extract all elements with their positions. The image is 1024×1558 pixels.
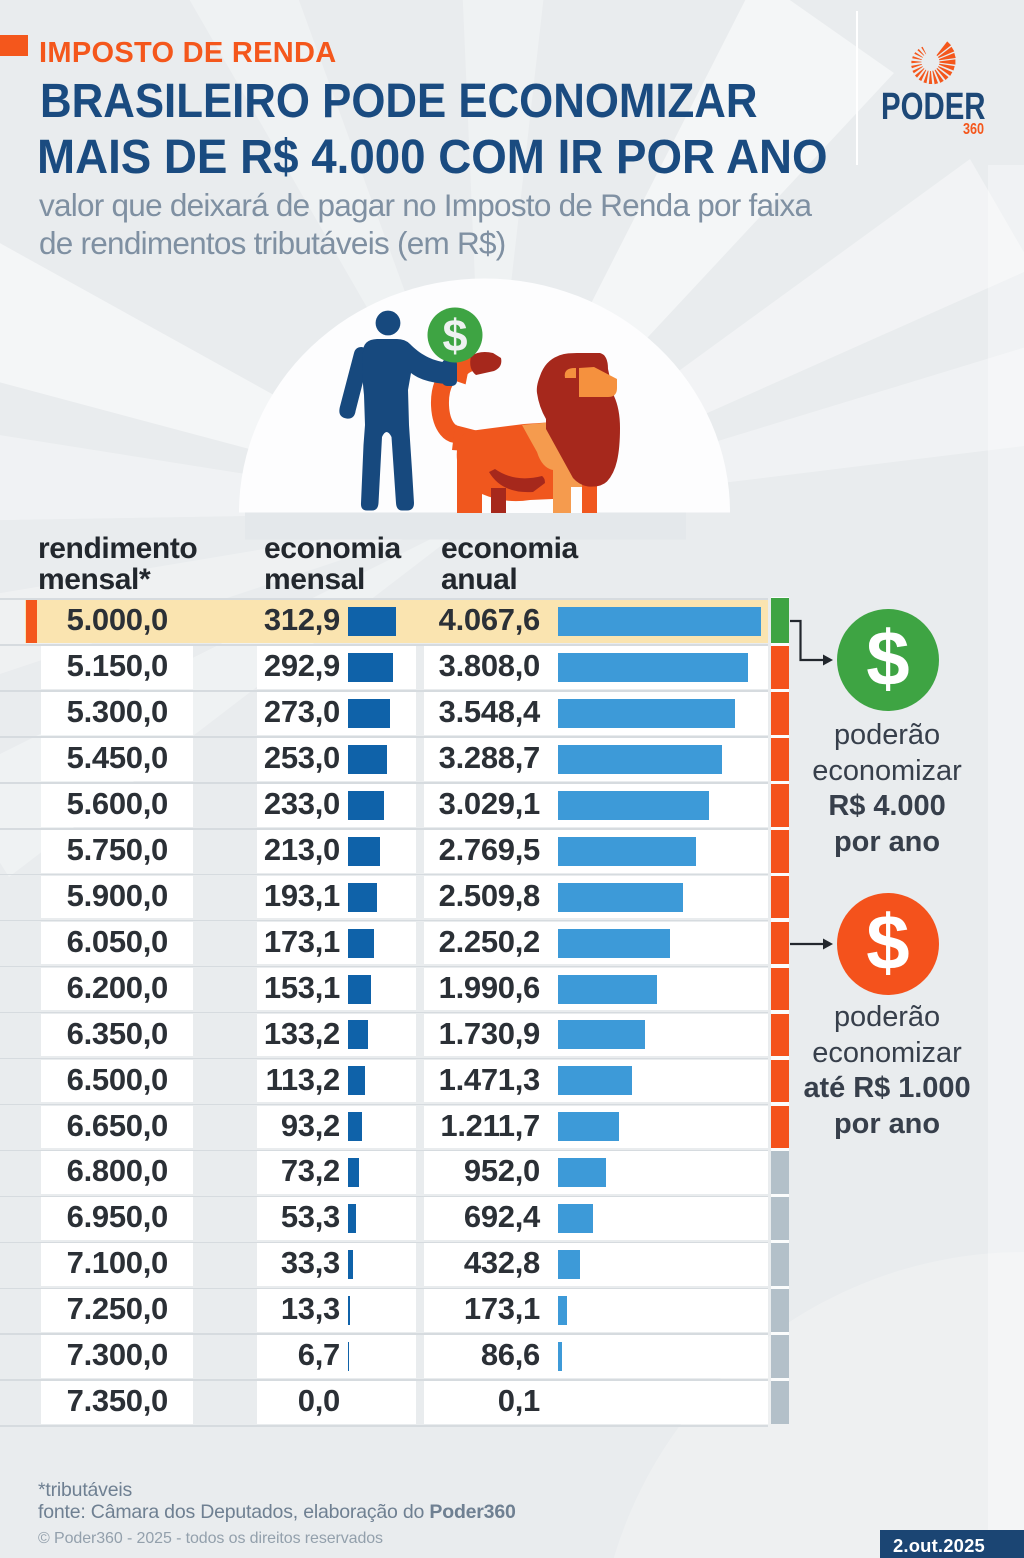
- svg-text:$: $: [442, 310, 467, 361]
